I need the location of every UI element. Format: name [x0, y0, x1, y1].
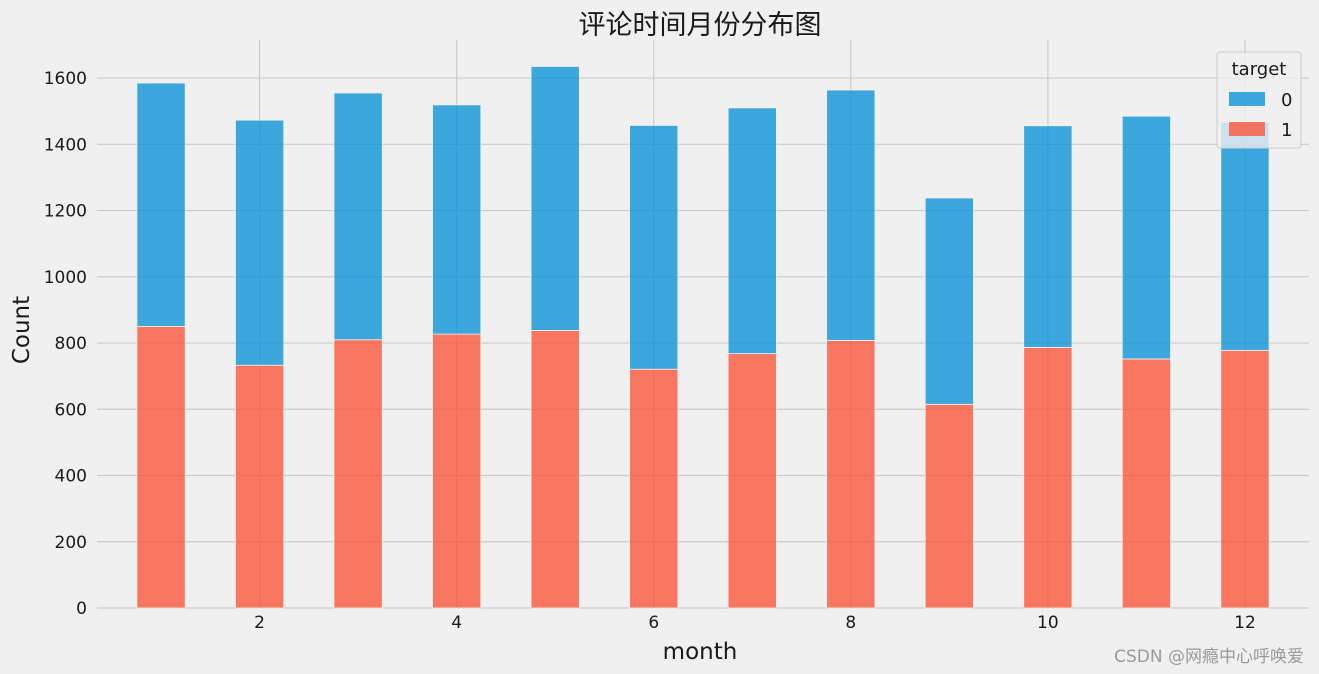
bar-month-11-target-1	[1121, 358, 1171, 609]
y-tick-label: 400	[55, 467, 87, 487]
x-tick-label: 12	[1234, 613, 1256, 633]
y-tick-label: 1400	[44, 135, 87, 155]
bar-month-8-target-1	[826, 339, 876, 609]
bar-month-10-target-1	[1023, 346, 1073, 609]
bar-month-6-target-0	[629, 125, 679, 370]
y-tick-label: 1200	[44, 202, 87, 222]
bar-month-12-target-1	[1220, 349, 1270, 609]
bar-month-6-target-1	[629, 368, 679, 609]
bar-month-7-target-1	[727, 353, 777, 609]
bar-month-2-target-0	[235, 119, 285, 366]
x-axis-ticks: 2 4 6 8 10 12	[254, 613, 1256, 633]
x-tick-label: 4	[451, 613, 462, 633]
x-tick-label: 6	[648, 613, 659, 633]
watermark: CSDN @网瘾中心呼唤爱	[1114, 647, 1304, 667]
x-tick-label: 2	[254, 613, 265, 633]
y-axis-label: Count	[9, 296, 35, 364]
bar-month-12-target-0	[1220, 122, 1270, 351]
y-tick-label: 1000	[44, 268, 87, 288]
bar-month-10-target-0	[1023, 125, 1073, 348]
legend-title: target	[1232, 59, 1287, 80]
bars	[136, 66, 1270, 609]
chart-title: 评论时间月份分布图	[579, 10, 822, 41]
x-axis-label: month	[663, 639, 738, 665]
bar-month-2-target-1	[235, 364, 285, 609]
bar-month-1-target-1	[136, 326, 186, 609]
bar-month-5-target-1	[530, 330, 580, 609]
y-tick-label: 200	[55, 533, 87, 553]
legend: target 0 1	[1216, 51, 1302, 149]
y-tick-label: 600	[55, 400, 87, 420]
bar-month-4-target-1	[432, 333, 482, 609]
bar-month-1-target-0	[136, 82, 186, 327]
bar-month-11-target-0	[1121, 115, 1171, 360]
bar-month-5-target-0	[530, 66, 580, 331]
bar-month-9-target-1	[924, 403, 974, 609]
bar-month-4-target-0	[432, 104, 482, 335]
x-tick-label: 8	[845, 613, 856, 633]
legend-swatch-1	[1229, 122, 1265, 136]
bar-month-3-target-0	[333, 92, 383, 341]
bar-month-7-target-0	[727, 107, 777, 355]
y-tick-label: 0	[76, 599, 87, 619]
y-tick-label: 1600	[44, 69, 87, 89]
legend-label-0: 0	[1281, 90, 1292, 111]
legend-swatch-0	[1229, 92, 1265, 106]
y-tick-label: 800	[55, 334, 87, 354]
x-tick-label: 10	[1037, 613, 1059, 633]
y-axis-ticks: 0 200 400 600 800 1000 1200 1400 1600	[44, 69, 87, 619]
legend-label-1: 1	[1281, 120, 1292, 141]
bar-month-3-target-1	[333, 339, 383, 609]
bar-month-8-target-0	[826, 89, 876, 341]
bar-month-9-target-0	[924, 197, 974, 405]
